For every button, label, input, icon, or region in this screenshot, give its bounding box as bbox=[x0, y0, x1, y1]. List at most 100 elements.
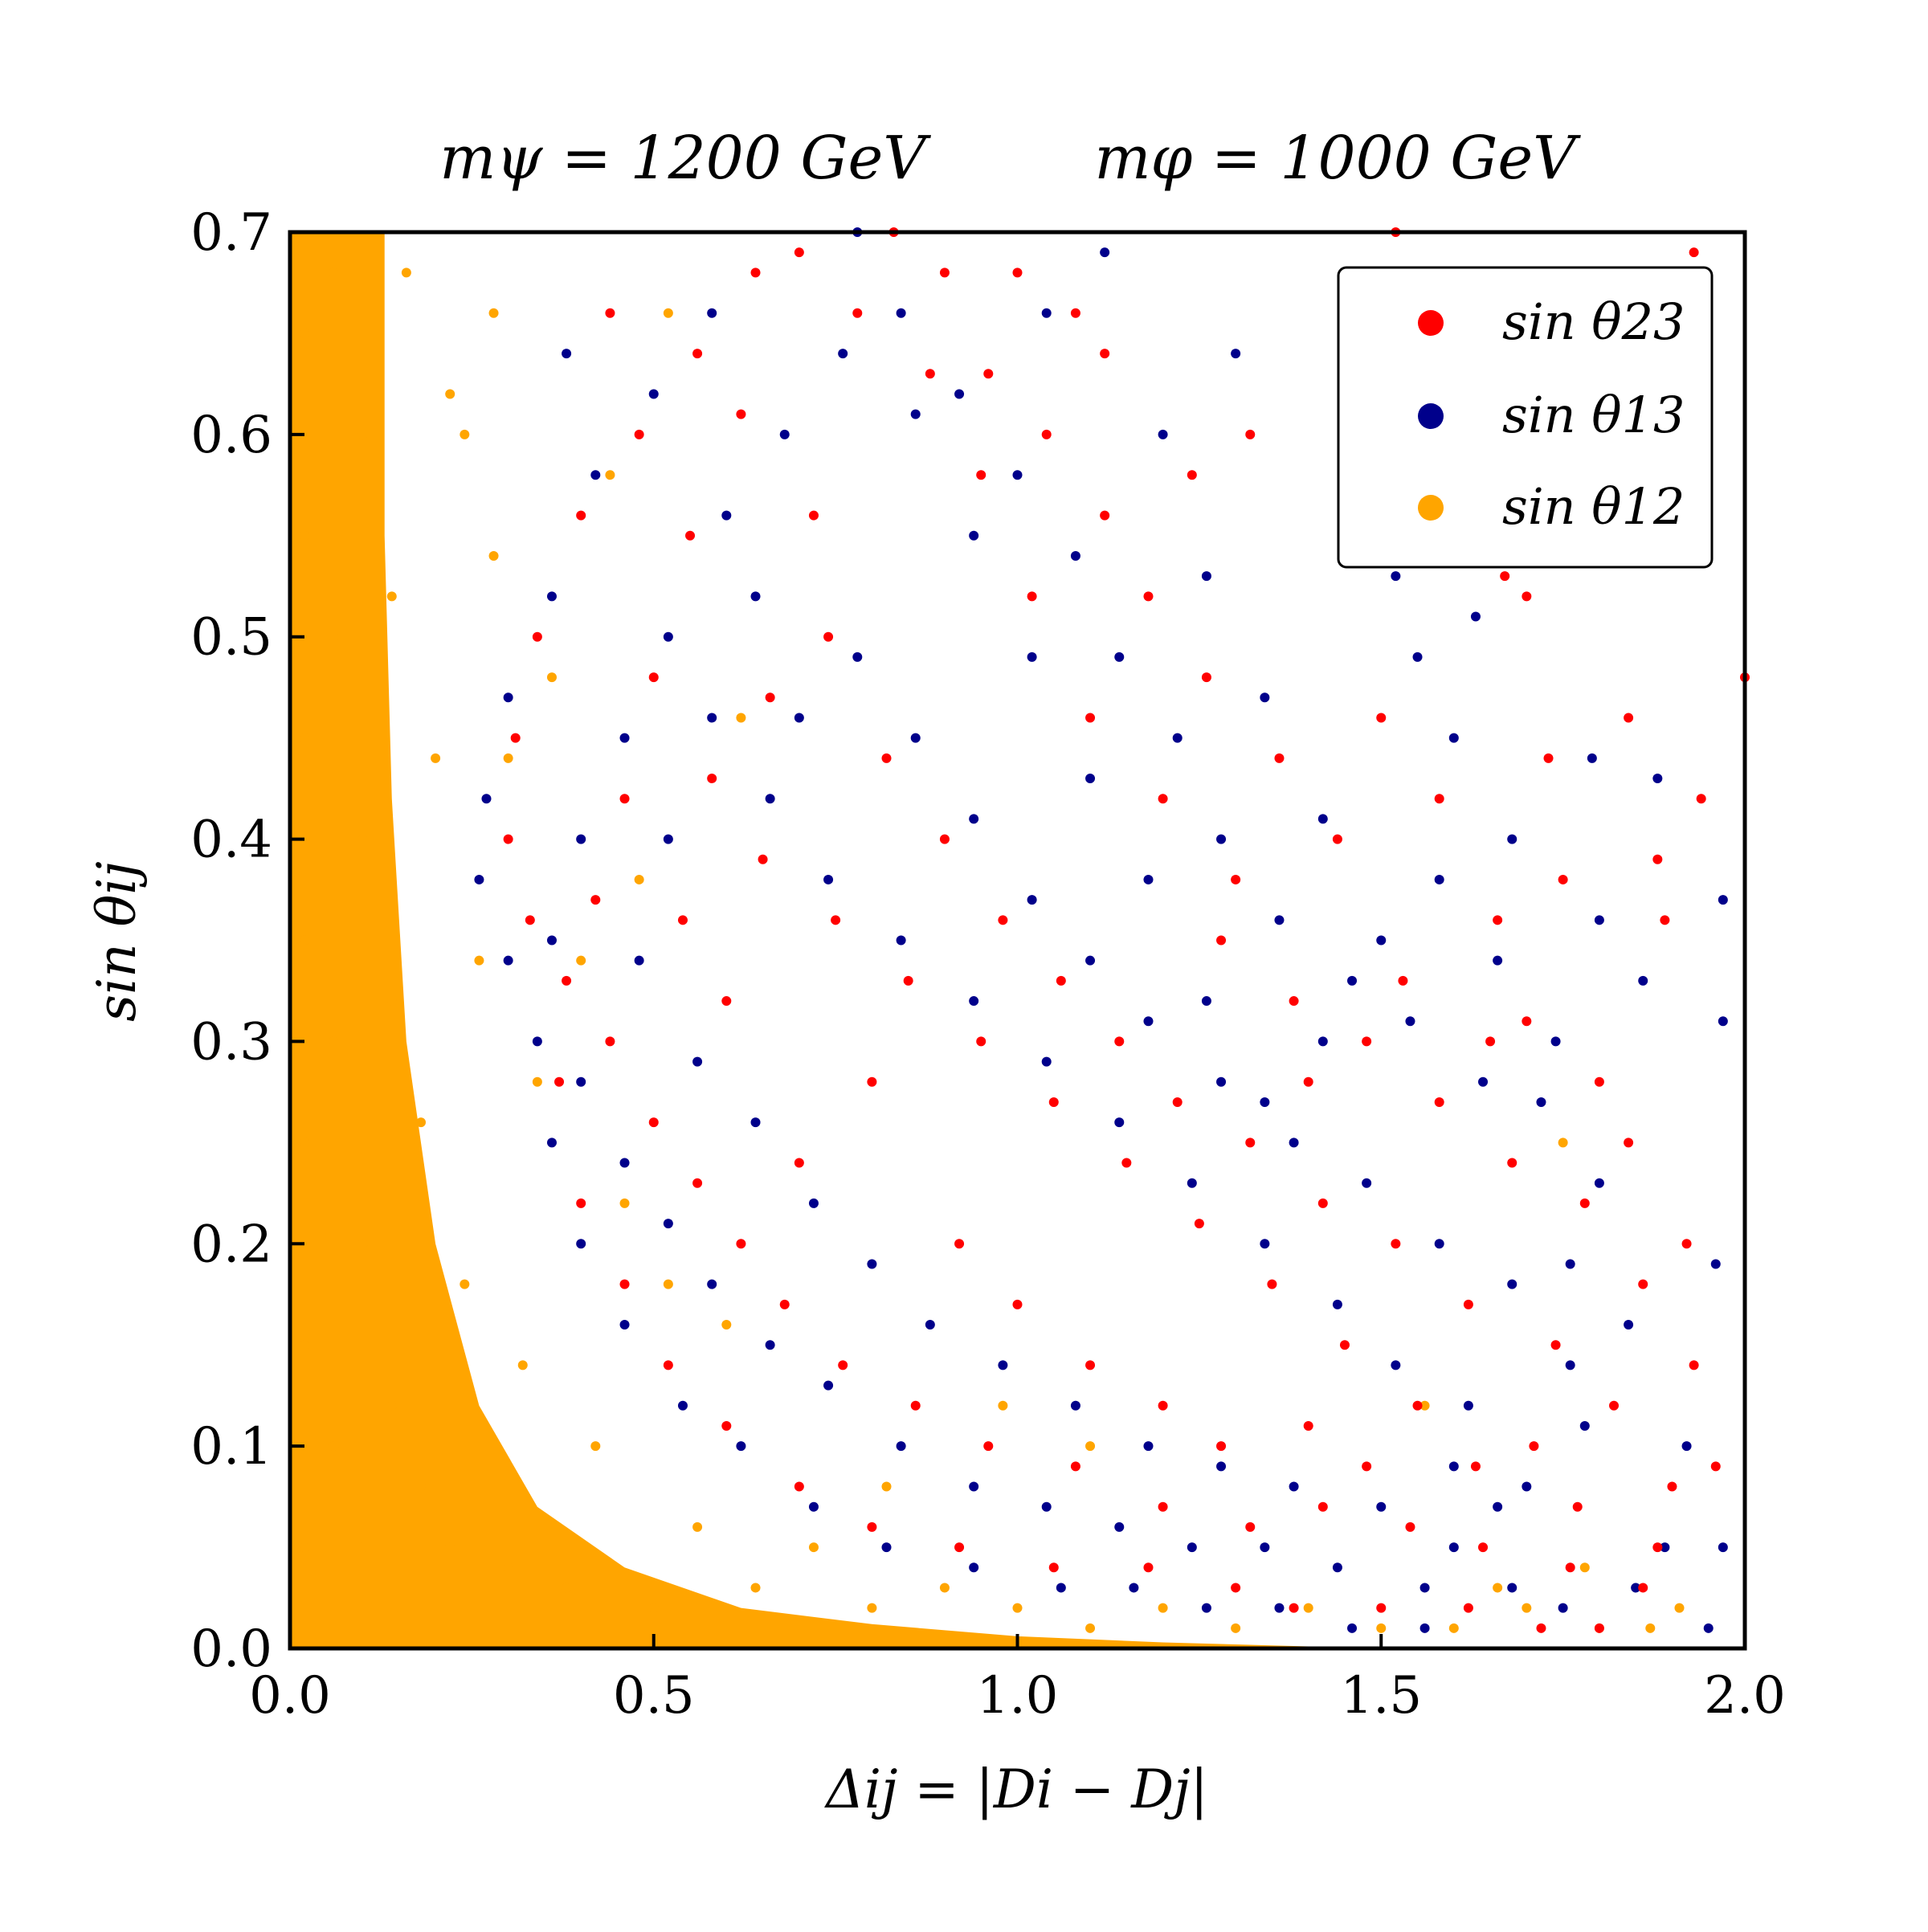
point-sin-13 bbox=[1493, 1501, 1503, 1512]
point-sin-12 bbox=[431, 753, 441, 763]
point-sin-13 bbox=[1085, 955, 1096, 966]
point-sin-23 bbox=[808, 510, 819, 521]
point-sin-23 bbox=[503, 834, 513, 844]
point-sin-23 bbox=[1696, 794, 1706, 804]
point-sin-13 bbox=[1579, 1420, 1590, 1431]
point-sin-23 bbox=[1245, 1522, 1256, 1532]
point-sin-13 bbox=[546, 935, 557, 946]
point-sin-13 bbox=[1143, 874, 1154, 884]
point-sin-12 bbox=[460, 1279, 470, 1289]
point-sin-23 bbox=[1245, 1138, 1256, 1148]
point-sin-23 bbox=[1143, 591, 1154, 602]
point-sin-12 bbox=[300, 1340, 310, 1350]
point-sin-13 bbox=[1718, 1016, 1728, 1027]
point-sin-13 bbox=[736, 1441, 746, 1452]
point-sin-23 bbox=[750, 268, 761, 278]
point-sin-13 bbox=[1376, 935, 1387, 946]
point-sin-13 bbox=[1718, 895, 1728, 905]
point-sin-23 bbox=[605, 308, 615, 318]
point-sin-13 bbox=[1347, 975, 1358, 986]
point-sin-12 bbox=[881, 1481, 892, 1492]
point-sin-13 bbox=[1041, 1056, 1052, 1067]
point-sin-13 bbox=[1710, 1259, 1721, 1269]
point-sin-23 bbox=[554, 1076, 565, 1087]
point-sin-12 bbox=[329, 1036, 339, 1047]
point-sin-23 bbox=[1536, 1623, 1546, 1633]
point-sin-13 bbox=[1638, 975, 1648, 986]
point-sin-13 bbox=[1507, 834, 1517, 844]
legend-marker-sin-theta13 bbox=[1418, 403, 1444, 429]
y-tick-label: 0.6 bbox=[190, 406, 272, 465]
point-sin-13 bbox=[1419, 1623, 1430, 1633]
x-tick-label: 1.0 bbox=[977, 1666, 1059, 1726]
point-sin-13 bbox=[1289, 1138, 1299, 1148]
point-sin-23 bbox=[1522, 1016, 1532, 1027]
point-sin-23 bbox=[867, 1076, 877, 1087]
point-sin-23 bbox=[1493, 915, 1503, 925]
point-sin-23 bbox=[1485, 1036, 1496, 1047]
point-sin-13 bbox=[765, 1340, 775, 1350]
point-sin-23 bbox=[1048, 1562, 1059, 1573]
point-sin-23 bbox=[1550, 1340, 1561, 1350]
point-sin-13 bbox=[590, 470, 601, 480]
point-sin-13 bbox=[998, 1360, 1008, 1370]
point-sin-13 bbox=[1478, 1076, 1489, 1087]
point-sin-13 bbox=[474, 874, 484, 884]
point-sin-13 bbox=[852, 651, 863, 662]
point-sin-23 bbox=[1434, 794, 1444, 804]
point-sin-13 bbox=[896, 308, 906, 318]
point-sin-23 bbox=[1231, 874, 1241, 884]
point-sin-23 bbox=[794, 247, 804, 258]
point-sin-12 bbox=[503, 1562, 513, 1573]
point-sin-13 bbox=[1129, 1583, 1139, 1593]
point-sin-13 bbox=[1274, 915, 1285, 925]
point-sin-13 bbox=[1652, 774, 1663, 784]
point-sin-12 bbox=[1376, 1623, 1387, 1633]
point-sin-12 bbox=[1085, 1623, 1096, 1633]
point-sin-13 bbox=[1594, 1178, 1604, 1188]
y-tick-label: 0.4 bbox=[190, 811, 272, 870]
point-sin-12 bbox=[998, 1400, 1008, 1411]
point-sin-12 bbox=[1085, 1441, 1096, 1452]
chart-title-left: mψ = 1200 GeV bbox=[439, 124, 931, 193]
point-sin-13 bbox=[1187, 1178, 1197, 1188]
point-sin-23 bbox=[823, 631, 834, 642]
point-sin-23 bbox=[1085, 713, 1096, 723]
point-sin-13 bbox=[1624, 1320, 1634, 1330]
point-sin-23 bbox=[1027, 591, 1037, 602]
y-tick-label: 0.2 bbox=[190, 1215, 272, 1274]
point-sin-13 bbox=[648, 389, 659, 399]
point-sin-23 bbox=[1710, 1461, 1721, 1472]
point-sin-23 bbox=[1529, 1441, 1539, 1452]
point-sin-13 bbox=[1347, 1623, 1358, 1633]
point-sin-13 bbox=[969, 814, 979, 824]
point-sin-13 bbox=[1718, 1542, 1728, 1553]
point-sin-23 bbox=[954, 1239, 965, 1249]
point-sin-13 bbox=[1362, 1178, 1372, 1188]
point-sin-13 bbox=[1201, 571, 1211, 582]
point-sin-13 bbox=[1507, 1279, 1517, 1289]
point-sin-23 bbox=[590, 895, 601, 905]
point-sin-13 bbox=[1041, 1501, 1052, 1512]
point-sin-23 bbox=[1681, 1239, 1692, 1249]
point-sin-13 bbox=[1565, 1360, 1575, 1370]
point-sin-13 bbox=[969, 530, 979, 541]
point-sin-13 bbox=[1143, 1441, 1154, 1452]
point-sin-23 bbox=[779, 1299, 790, 1309]
x-tick-label: 2.0 bbox=[1704, 1666, 1786, 1726]
legend-marker-sin-theta23 bbox=[1418, 310, 1444, 336]
point-sin-12 bbox=[357, 429, 368, 439]
point-sin-13 bbox=[1114, 651, 1125, 662]
point-sin-13 bbox=[750, 1117, 761, 1128]
point-sin-13 bbox=[1536, 1097, 1546, 1107]
point-sin-12 bbox=[488, 308, 499, 318]
x-tick-label: 0.5 bbox=[613, 1666, 695, 1726]
legend-box bbox=[1337, 266, 1714, 569]
point-sin-23 bbox=[1231, 1583, 1241, 1593]
y-tick-label: 0.5 bbox=[190, 608, 272, 668]
point-sin-13 bbox=[721, 510, 732, 521]
point-sin-13 bbox=[619, 733, 630, 743]
legend-label-sin-theta13: sin θ13 bbox=[1502, 386, 1685, 444]
x-tick-label: 1.5 bbox=[1340, 1666, 1422, 1726]
